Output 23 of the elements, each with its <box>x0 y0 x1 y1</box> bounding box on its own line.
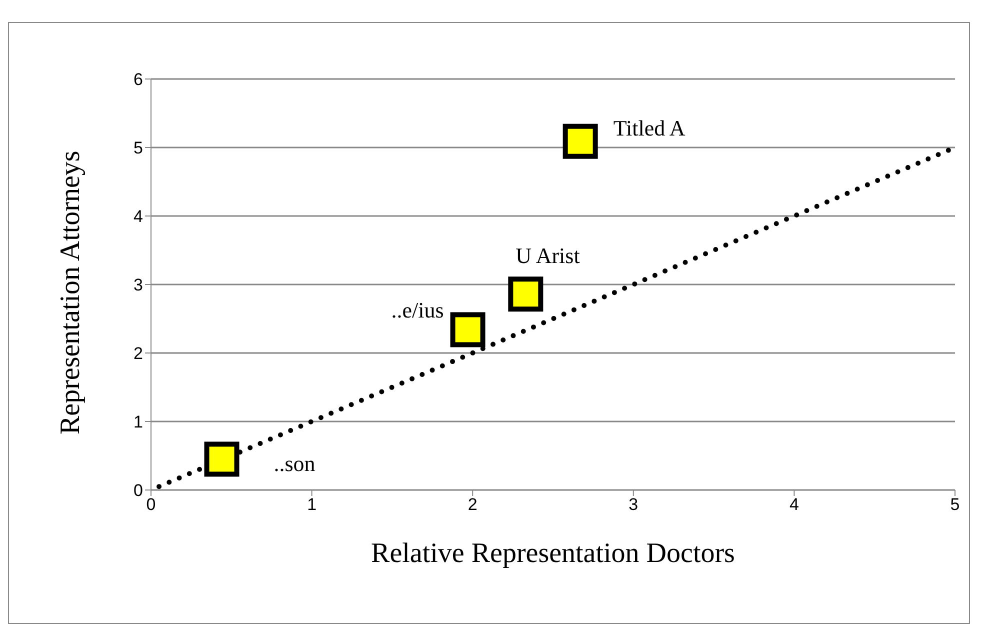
y-tick-label: 3 <box>134 276 143 295</box>
point <box>450 312 486 348</box>
x-tick-label: 3 <box>628 495 638 514</box>
annotation: U Arist <box>516 243 580 268</box>
x-tick-label: 0 <box>146 495 156 514</box>
y-tick-label: 1 <box>134 412 143 432</box>
y-axis-title: Representation Attorneys <box>54 150 86 434</box>
y-tick-label: 6 <box>134 70 143 90</box>
point <box>204 442 240 477</box>
x-tick-label: 2 <box>468 495 478 514</box>
x-axis-title: Relative Representation Doctors <box>371 538 735 569</box>
y-tick-label: 0 <box>134 481 143 500</box>
y-tick-label: 4 <box>134 207 143 226</box>
x-tick-label: 5 <box>950 495 960 514</box>
point <box>562 124 598 159</box>
annotation: ..e/ius <box>391 298 444 323</box>
x-tick-label: 4 <box>789 495 799 514</box>
y-tick-label: 2 <box>134 344 143 364</box>
x-tick-label: 1 <box>307 495 317 514</box>
annotation: ..son <box>274 451 316 476</box>
y-tick-label: 5 <box>134 138 143 158</box>
annotation: Titled A <box>613 115 686 140</box>
point <box>508 276 544 312</box>
